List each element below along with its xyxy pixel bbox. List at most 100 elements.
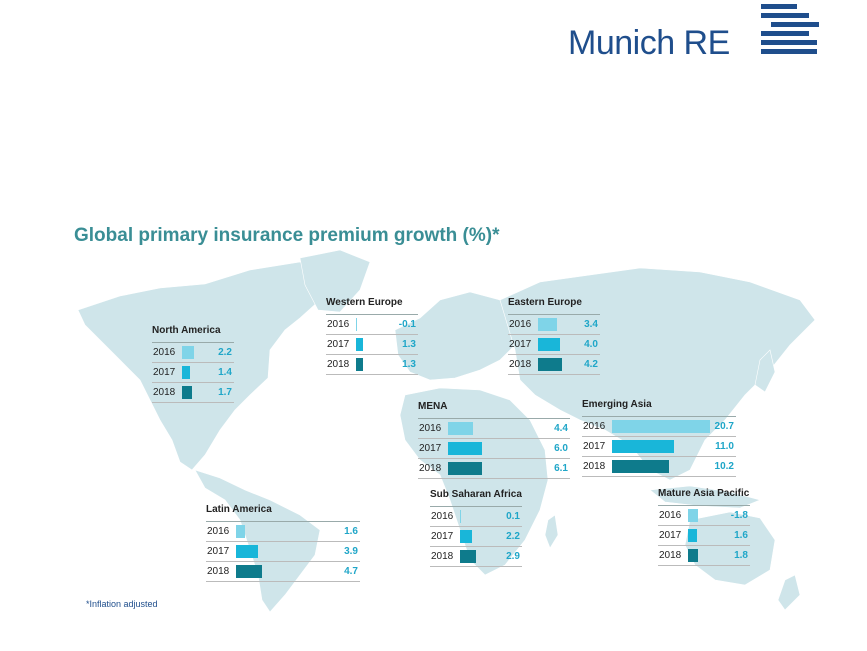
year-label: 2018 (659, 550, 682, 561)
bar-2016 (182, 346, 195, 359)
year-row-2017: 2017 1.4 (152, 363, 234, 383)
year-label: 2016 (509, 319, 532, 330)
year-label: 2017 (659, 530, 682, 541)
year-label: 2018 (207, 566, 230, 577)
year-row-2016: 2016 1.6 (206, 522, 360, 542)
bar-2018 (236, 565, 263, 578)
munich-re-logo: Munich RE (568, 0, 828, 62)
bar-2017 (612, 440, 674, 453)
bar-2016 (448, 422, 473, 435)
year-row-2016: 2016 0.1 (430, 507, 522, 527)
year-row-2018: 2018 1.7 (152, 383, 234, 403)
year-label: 2017 (327, 339, 350, 350)
year-row-2018: 2018 1.3 (326, 355, 418, 375)
value-label: 10.2 (714, 461, 734, 472)
year-row-2016: 2016 -1.8 (658, 506, 750, 526)
value-label: 1.6 (344, 526, 358, 537)
year-row-2017: 2017 4.0 (508, 335, 600, 355)
bar-2018 (182, 386, 192, 399)
value-label: 1.7 (218, 387, 232, 398)
chart-title: Global primary insurance premium growth … (74, 225, 500, 246)
year-row-2018: 2018 1.8 (658, 546, 750, 566)
year-row-2017: 2017 11.0 (582, 437, 736, 457)
value-label: 0.1 (506, 511, 520, 522)
bar-2018 (688, 549, 699, 562)
bar-2017 (182, 366, 190, 379)
value-label: 2.9 (506, 551, 520, 562)
region-latin-america: Latin America 2016 1.6 2017 3.9 2018 4.7 (206, 501, 360, 582)
indonesia-landmass (649, 485, 761, 509)
value-label: 11.0 (715, 441, 734, 452)
value-label: 1.8 (734, 550, 748, 561)
logo-mark-icon (761, 4, 819, 54)
bar-2018 (538, 358, 562, 371)
greenland-landmass (299, 249, 371, 313)
region-label: MENA (418, 398, 570, 419)
value-label: 1.3 (402, 359, 416, 370)
value-label: -0.1 (398, 319, 416, 330)
year-row-2017: 2017 1.6 (658, 526, 750, 546)
year-label: 2017 (509, 339, 532, 350)
year-label: 2018 (509, 359, 532, 370)
region-label: Latin America (206, 501, 360, 522)
region-label: Mature Asia Pacific (658, 485, 750, 506)
value-label: 2.2 (218, 347, 232, 358)
bar-2018 (448, 462, 483, 475)
logo-wordmark: Munich RE (568, 24, 730, 62)
bar-2017 (460, 530, 473, 543)
bar-2017 (538, 338, 561, 351)
year-row-2018: 2018 2.9 (430, 547, 522, 567)
madagascar-landmass (544, 514, 559, 549)
region-label: Eastern Europe (508, 294, 600, 315)
bar-2018 (356, 358, 364, 371)
year-label: 2016 (583, 421, 606, 432)
bar-2016 (612, 420, 710, 433)
value-label: 2.2 (506, 531, 520, 542)
value-label: 3.9 (344, 546, 358, 557)
region-label: Western Europe (326, 294, 418, 315)
japan-landmass (754, 349, 776, 393)
year-row-2016: 2016 3.4 (508, 315, 600, 335)
year-label: 2018 (153, 387, 176, 398)
bar-2017 (448, 442, 482, 455)
region-mature-asia-pacific: Mature Asia Pacific 2016 -1.8 2017 1.6 2018 1.… (658, 485, 750, 566)
year-label: 2016 (419, 423, 442, 434)
region-mena: MENA 2016 4.4 2017 6.0 2018 6.1 (418, 398, 570, 479)
value-label: 1.6 (734, 530, 748, 541)
value-label: 1.4 (218, 367, 232, 378)
region-north-america: North America 2016 2.2 2017 1.4 2018 1.7 (152, 322, 234, 403)
year-row-2017: 2017 2.2 (430, 527, 522, 547)
year-label: 2016 (153, 347, 176, 358)
year-label: 2016 (659, 510, 682, 521)
bar-2016 (356, 318, 357, 331)
bar-2016 (688, 509, 699, 522)
value-label: 20.7 (714, 421, 734, 432)
year-row-2018: 2018 6.1 (418, 459, 570, 479)
footnote: *Inflation adjusted (86, 599, 158, 609)
year-label: 2017 (419, 443, 442, 454)
new-zealand-landmass (777, 574, 801, 611)
value-label: 4.4 (554, 423, 568, 434)
year-label: 2018 (419, 463, 442, 474)
year-label: 2017 (207, 546, 230, 557)
year-row-2018: 2018 4.7 (206, 562, 360, 582)
bar-2016 (236, 525, 245, 538)
year-row-2017: 2017 1.3 (326, 335, 418, 355)
year-row-2016: 2016 2.2 (152, 343, 234, 363)
region-label: Sub Saharan Africa (430, 486, 522, 507)
year-label: 2016 (207, 526, 230, 537)
north-america-landmass (77, 261, 331, 471)
year-label: 2017 (431, 531, 454, 542)
europe-landmass (394, 291, 521, 381)
value-label: 1.3 (402, 339, 416, 350)
year-label: 2017 (583, 441, 606, 452)
bar-2018 (460, 550, 477, 563)
value-label: -1.8 (730, 510, 748, 521)
year-label: 2018 (583, 461, 606, 472)
year-label: 2017 (153, 367, 176, 378)
bar-2017 (688, 529, 697, 542)
bar-2017 (356, 338, 364, 351)
region-emerging-asia: Emerging Asia 2016 20.7 2017 11.0 2018 10.2 (582, 396, 736, 477)
region-eastern-europe: Eastern Europe 2016 3.4 2017 4.0 2018 4.2 (508, 294, 600, 375)
